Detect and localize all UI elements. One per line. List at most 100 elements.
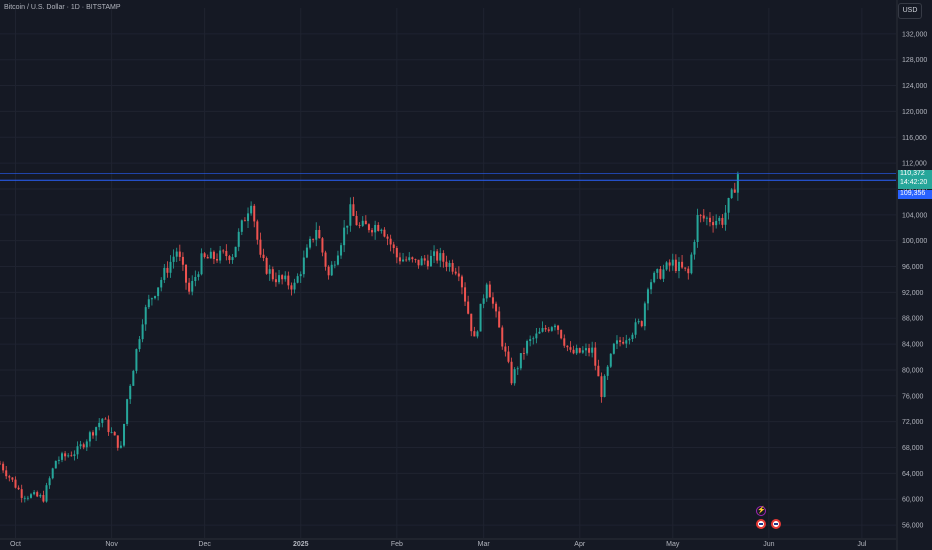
candle-body: [141, 324, 144, 340]
candle-body: [194, 276, 197, 281]
y-tick-label: 104,000: [902, 212, 927, 219]
candle-body: [262, 254, 265, 259]
candle-body: [271, 269, 274, 280]
candle-body: [588, 348, 591, 353]
candle-body: [299, 274, 302, 277]
candle-body: [321, 238, 324, 253]
x-tick-label: Mar: [478, 541, 491, 548]
candle-body: [324, 252, 327, 267]
candle-body: [519, 353, 522, 369]
candle-body: [563, 338, 566, 346]
candle-body: [405, 259, 408, 261]
candle-body: [222, 250, 225, 252]
candle-body: [79, 444, 82, 447]
candle-body: [95, 427, 98, 436]
candle-body: [57, 459, 60, 461]
candle-body: [231, 257, 234, 261]
candle-body: [609, 353, 612, 367]
candle-body: [107, 419, 110, 433]
candle-body: [243, 220, 246, 222]
candle-body: [433, 251, 436, 256]
x-tick-label: May: [666, 541, 680, 548]
candles: [0, 171, 739, 503]
candle-body: [113, 432, 116, 436]
candle-body: [448, 262, 451, 267]
candle-body: [389, 238, 392, 245]
candle-body: [643, 303, 646, 327]
candle-body: [132, 370, 135, 386]
candle-body: [216, 259, 219, 261]
grid: [0, 8, 896, 538]
candle-body: [163, 267, 166, 280]
currency-button[interactable]: USD: [898, 3, 922, 19]
candle-body: [45, 485, 48, 502]
candle-body: [560, 329, 563, 339]
x-tick-label: Dec: [198, 541, 211, 548]
candle-body: [166, 267, 169, 273]
candle-body: [11, 477, 14, 480]
y-tick-label: 72,000: [902, 419, 924, 426]
candle-body: [169, 261, 172, 273]
candle-body: [591, 347, 594, 353]
candle-body: [442, 253, 445, 262]
time-axis[interactable]: Oct Nov Dec 2025 Feb Mar Apr May Jun Jul: [0, 538, 896, 548]
y-tick-label: 124,000: [902, 83, 927, 90]
candle-body: [39, 495, 42, 497]
candle-body: [662, 269, 665, 279]
candle-body: [290, 285, 293, 290]
x-tick-label: Feb: [391, 541, 403, 548]
candle-body: [724, 212, 727, 225]
candle-body: [417, 259, 420, 266]
horizontal-line[interactable]: [0, 173, 896, 181]
candle-body: [200, 253, 203, 275]
candle-body: [0, 463, 2, 465]
candle-body: [42, 495, 45, 502]
candle-body: [529, 339, 532, 341]
candle-body: [380, 229, 383, 231]
y-tick-label: 88,000: [902, 316, 924, 323]
candle-body: [36, 492, 39, 497]
candle-body: [14, 479, 17, 488]
candle-body: [581, 350, 584, 353]
us-flag-icon[interactable]: [771, 519, 781, 529]
candle-body: [327, 266, 330, 276]
candle-body: [693, 241, 696, 255]
candle-body: [259, 239, 262, 255]
candle-body: [606, 366, 609, 376]
candle-body: [550, 327, 553, 331]
candle-body: [188, 282, 191, 292]
candle-body: [628, 339, 631, 341]
candle-body: [309, 238, 312, 248]
candle-body: [392, 244, 395, 248]
candle-body: [352, 204, 355, 216]
line-price-tag: 109,356: [898, 190, 932, 199]
price-axis[interactable]: 56,000 60,000 64,000 68,000 72,000 76,000 80,0…: [896, 0, 927, 550]
candle-body: [476, 331, 479, 337]
x-tick-label: 2025: [293, 541, 309, 548]
us-flag-icon[interactable]: [756, 519, 766, 529]
candle-body: [510, 361, 513, 384]
candle-body: [237, 231, 240, 247]
candle-body: [457, 273, 460, 277]
candle-body: [402, 259, 405, 262]
candle-body: [312, 238, 315, 240]
candle-body: [578, 348, 581, 353]
y-tick-label: 76,000: [902, 393, 924, 400]
candle-body: [575, 348, 578, 354]
candle-body: [247, 213, 250, 222]
candle-body: [619, 340, 622, 342]
candle-body: [398, 257, 401, 262]
candle-body: [690, 254, 693, 274]
candle-body: [29, 494, 33, 498]
lightning-icon[interactable]: ⚡: [756, 506, 766, 516]
y-tick-label: 60,000: [902, 497, 924, 504]
candle-body: [33, 492, 36, 495]
candle-body: [287, 275, 290, 286]
candle-body: [234, 246, 237, 258]
y-tick-label: 132,000: [902, 31, 927, 38]
candle-body: [454, 271, 457, 274]
candle-body: [17, 487, 20, 490]
y-tick-label: 108,000: [902, 186, 927, 193]
candle-body: [5, 470, 8, 477]
